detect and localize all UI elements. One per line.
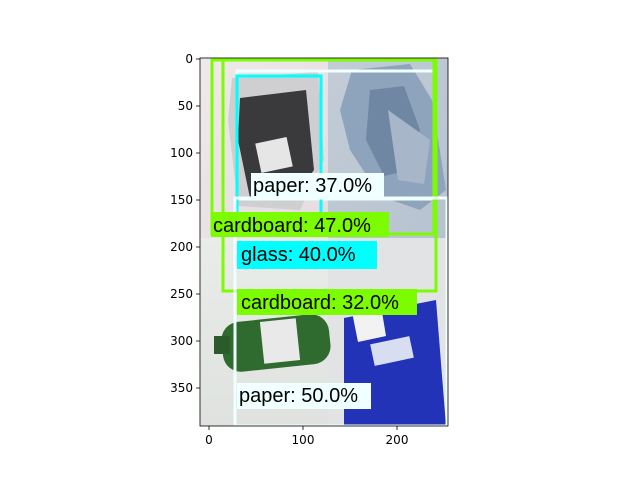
y-tick-label: 200 (170, 240, 193, 254)
label-glass-40: glass: 40.0% (241, 244, 356, 266)
label-bg-paper-37 (251, 173, 384, 198)
label-bg-paper-50 (237, 383, 371, 409)
x-tick-label: 0 (205, 433, 213, 447)
label-bg-cardboard-32 (237, 289, 417, 315)
label-paper-37: paper: 37.0% (253, 175, 372, 197)
y-tick-label: 0 (185, 52, 193, 66)
photo (200, 58, 448, 426)
label-cardboard-32: cardboard: 32.0% (241, 292, 399, 314)
y-tick-label: 300 (170, 334, 193, 348)
axes-frame (199, 57, 449, 427)
x-axis (208, 426, 398, 430)
y-tick-label: 250 (170, 287, 193, 301)
detection-labels: paper: 37.0% cardboard: 47.0% glass: 40.… (211, 173, 417, 409)
label-bg-cardboard-47 (211, 212, 389, 237)
y-axis (196, 58, 200, 389)
y-tick-label: 150 (170, 193, 193, 207)
x-tick-label: 200 (386, 433, 409, 447)
y-tick-label: 350 (170, 381, 193, 395)
y-tick-label: 50 (178, 99, 193, 113)
label-paper-50: paper: 50.0% (239, 385, 358, 407)
label-cardboard-47: cardboard: 47.0% (213, 215, 371, 237)
label-bg-glass-40 (237, 241, 377, 269)
x-tick-label: 100 (292, 433, 315, 447)
y-tick-label: 100 (170, 146, 193, 160)
